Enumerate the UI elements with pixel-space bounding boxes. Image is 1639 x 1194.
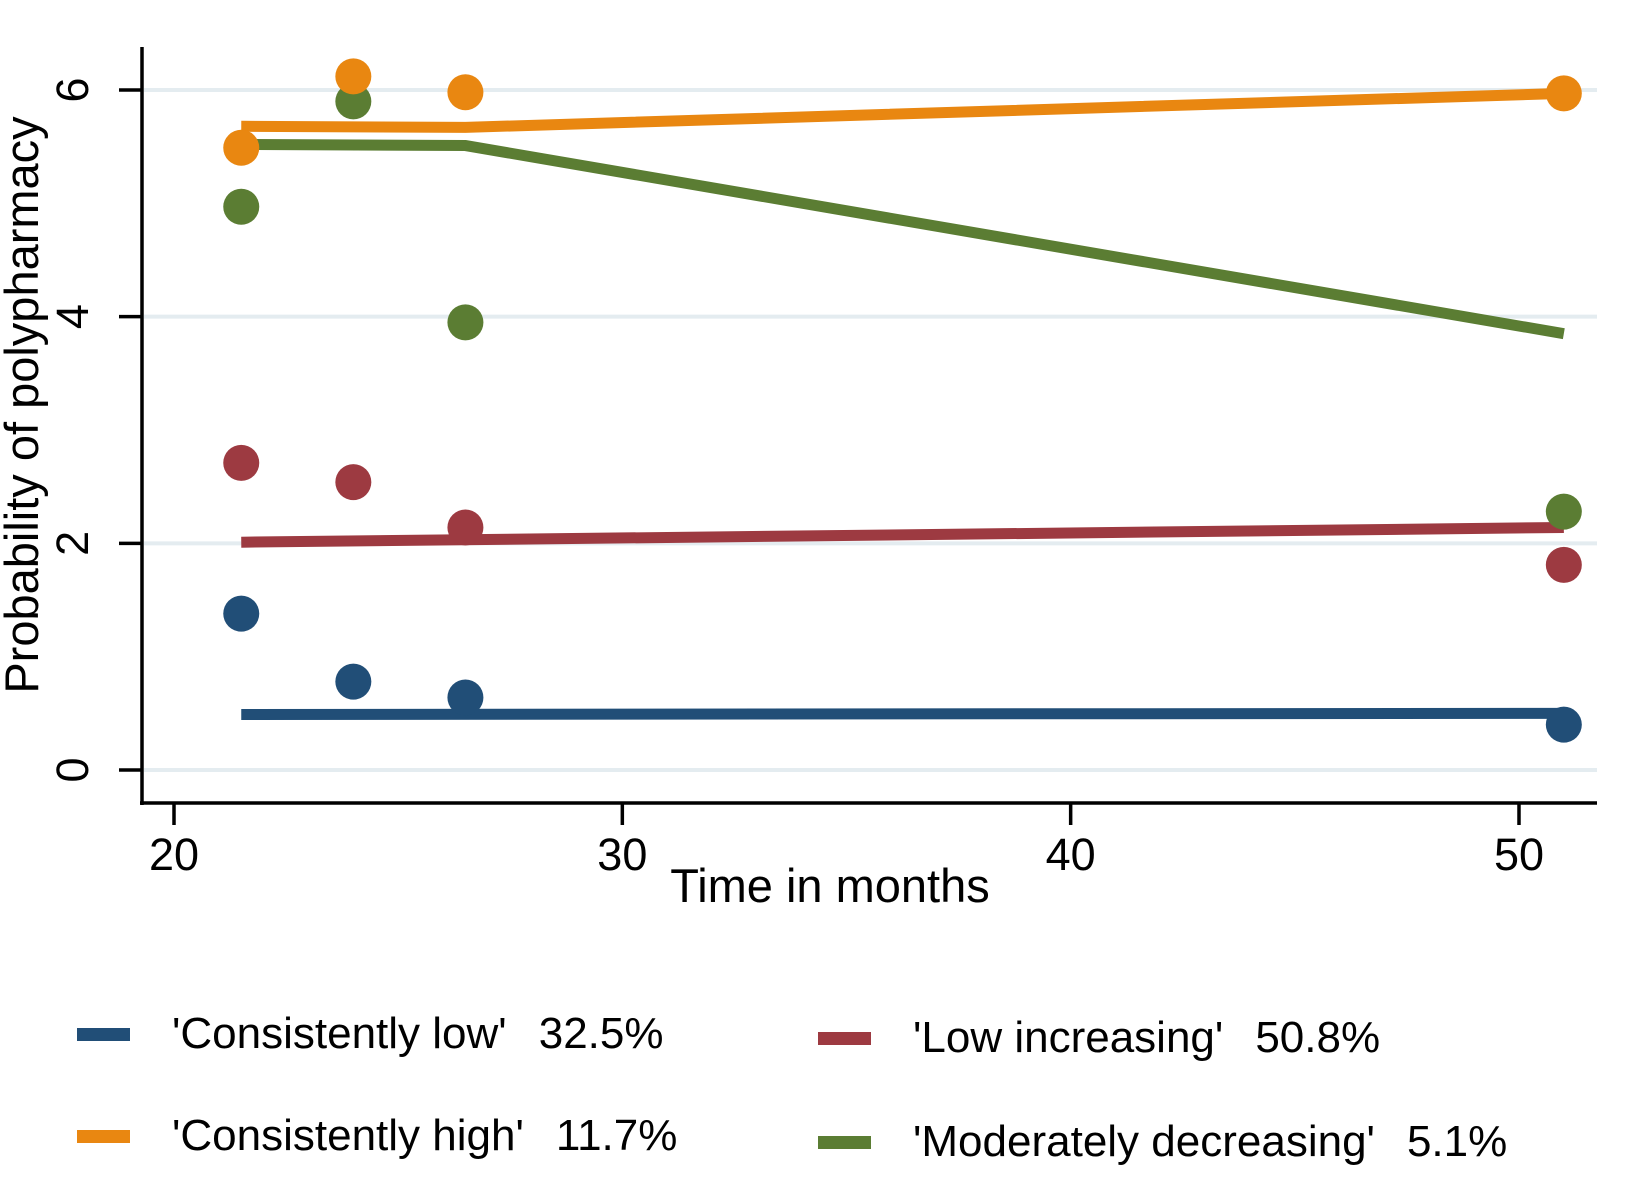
data-point--low-increasing- — [335, 464, 372, 501]
y-tick-label: 6 — [47, 77, 98, 102]
y-tick-label: 4 — [47, 304, 98, 329]
data-point--consistently-high- — [223, 129, 260, 166]
data-point--consistently-low- — [447, 679, 484, 716]
series-lines — [241, 87, 1565, 720]
legend-item-consistently-high: 'Consistently high' 11.7% — [77, 1110, 677, 1162]
data-point--low-increasing- — [447, 509, 484, 546]
data-point--low-increasing- — [1545, 546, 1582, 583]
data-point--moderately-decreasing- — [1545, 493, 1582, 530]
legend-label: 'Consistently high' — [172, 1111, 524, 1160]
data-point--moderately-decreasing- — [223, 188, 260, 225]
y-tick-label: 2 — [47, 531, 98, 556]
axes — [119, 47, 1597, 825]
legend-item-low-increasing: 'Low increasing' 50.8% — [818, 1012, 1380, 1064]
data-point--moderately-decreasing- — [335, 83, 372, 120]
data-point--consistently-high- — [1545, 75, 1582, 112]
legend-pct: 5.1% — [1406, 1117, 1508, 1166]
tick-labels: 0 2 4 6 20 30 40 50 — [47, 77, 1544, 880]
data-point--consistently-high- — [447, 74, 484, 111]
legend-label: 'Consistently low' — [172, 1009, 507, 1058]
x-tick-label: 30 — [597, 829, 647, 880]
y-tick-label: 0 — [47, 757, 98, 782]
legend-swatch-moderately-decreasing — [818, 1135, 871, 1149]
data-point--consistently-low- — [335, 663, 372, 700]
legend-pct: 50.8% — [1255, 1013, 1381, 1062]
legend-label: 'Moderately decreasing' — [913, 1117, 1375, 1166]
trajectory-chart: 0 2 4 6 20 30 40 50 Probability of polypharmacy… — [0, 47, 1597, 912]
legend-swatch-consistently-low — [77, 1027, 130, 1041]
legend-pct: 32.5% — [538, 1009, 664, 1058]
series-points — [223, 58, 1582, 743]
series-line--consistently-low- — [241, 707, 1564, 720]
series-line--consistently-high- — [241, 87, 1564, 133]
x-axis-title: Time in months — [670, 859, 990, 912]
legend-item-consistently-low: 'Consistently low' 32.5% — [77, 1008, 663, 1060]
data-point--consistently-high- — [335, 58, 372, 95]
legend-item-moderately-decreasing: 'Moderately decreasing' 5.1% — [818, 1116, 1507, 1168]
series-line--moderately-decreasing- — [241, 138, 1565, 340]
x-tick-label: 20 — [149, 829, 199, 880]
data-point--moderately-decreasing- — [447, 304, 484, 341]
x-tick-label: 50 — [1494, 829, 1544, 880]
series-line--low-increasing- — [241, 521, 1564, 548]
legend-swatch-low-increasing — [818, 1031, 871, 1045]
legend-swatch-consistently-high — [77, 1129, 130, 1143]
legend-pct: 11.7% — [555, 1111, 678, 1160]
y-axis-title: Probability of polypharmacy — [0, 116, 48, 694]
data-point--consistently-low- — [1545, 706, 1582, 743]
data-point--consistently-low- — [223, 595, 260, 632]
legend-label: 'Low increasing' — [913, 1013, 1224, 1062]
x-tick-label: 40 — [1046, 829, 1096, 880]
data-point--low-increasing- — [223, 444, 260, 481]
